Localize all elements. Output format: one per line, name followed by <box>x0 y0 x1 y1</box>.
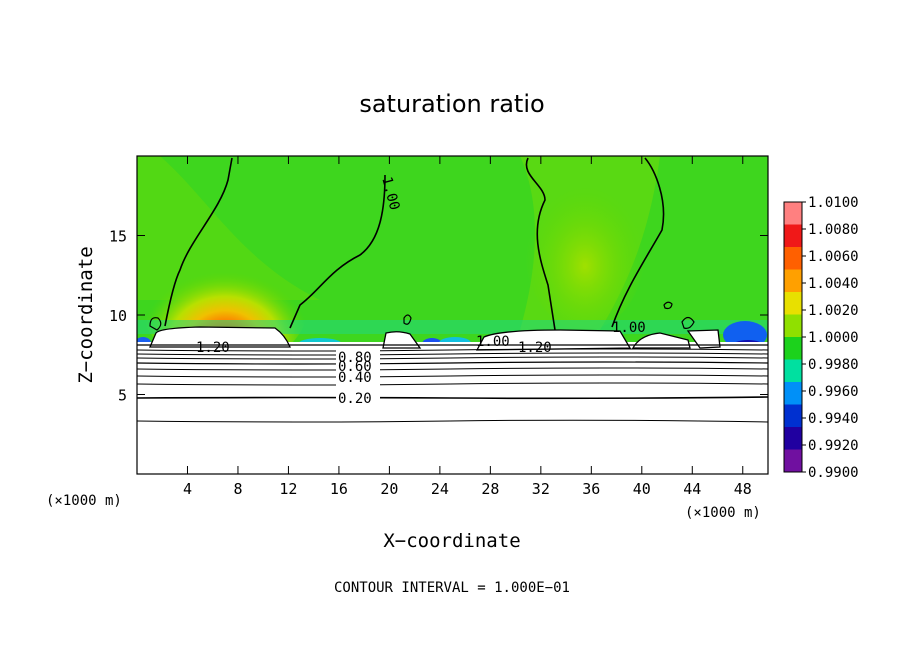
contour-label: 0.80 <box>338 350 372 366</box>
contour-label: 0.60 <box>338 359 372 375</box>
y-tick-label: 15 <box>109 228 127 246</box>
colorbar-label: 1.0080 <box>808 222 859 238</box>
x-tick-label: 28 <box>481 480 499 498</box>
colorbar-swatch <box>784 247 802 270</box>
colorbar-label: 0.9960 <box>808 384 859 400</box>
contour-label: 1.20 <box>518 340 552 356</box>
colorbar-label: 1.0100 <box>808 195 859 211</box>
y-axis-label: Z−coordinate <box>75 246 97 383</box>
x-tick-label: 40 <box>633 480 651 498</box>
x-unit-left: (×1000 m) <box>46 493 122 509</box>
x-axis-label: X−coordinate <box>383 530 520 552</box>
x-tick-label: 20 <box>380 480 398 498</box>
x-tick-label: 32 <box>532 480 550 498</box>
colorbar-swatch <box>784 224 802 248</box>
colorbar-swatch <box>784 382 802 405</box>
colorbar: 1.0100 1.0080 1.0060 1.0040 1.0020 1.0000 0.99… <box>783 195 859 481</box>
colorbar-swatch <box>784 337 802 360</box>
contour-label: 1.20 <box>196 340 230 356</box>
colorbar-label: 1.0020 <box>808 303 859 319</box>
contour-interval-note: CONTOUR INTERVAL = 1.000E−01 <box>334 580 570 596</box>
x-tick-label: 44 <box>683 480 701 498</box>
x-tick-label: 36 <box>582 480 600 498</box>
x-tick-label: 48 <box>734 480 752 498</box>
colorbar-swatch <box>784 359 802 383</box>
colorbar-label: 0.9920 <box>808 438 859 454</box>
y-axis: 5 10 15 <box>109 228 768 405</box>
cloud-regions <box>149 326 721 351</box>
y-tick-label: 5 <box>118 387 127 405</box>
contour-lines <box>137 157 768 423</box>
warm-region-right <box>525 170 645 330</box>
x-tick-label: 16 <box>330 480 348 498</box>
colorbar-swatch <box>784 427 802 450</box>
colorbar-swatch <box>784 449 802 473</box>
contour-label: 0.40 <box>338 370 372 386</box>
contour-label: 1.00 <box>476 334 510 350</box>
colorbar-swatch <box>784 404 802 428</box>
contour-label: 1.00 <box>612 320 646 336</box>
colorbar-swatch <box>784 202 802 225</box>
y-tick-label: 10 <box>109 307 127 325</box>
x-tick-label: 24 <box>431 480 449 498</box>
colorbar-swatch <box>784 314 802 338</box>
colorbar-label: 0.9900 <box>808 465 859 481</box>
colorbar-swatch <box>784 269 802 293</box>
colorbar-swatch <box>784 292 802 315</box>
colorbar-label: 1.0040 <box>808 276 859 292</box>
colorbar-label: 0.9980 <box>808 357 859 373</box>
colorbar-label: 0.9940 <box>808 411 859 427</box>
x-tick-label: 4 <box>183 480 192 498</box>
colorbar-label: 1.0000 <box>808 330 859 346</box>
contour-label: 0.20 <box>338 391 372 407</box>
plot-area: 1.20 1.20 1.00 1.00 1.00 0.80 0.60 0.40 … <box>137 156 768 474</box>
chart-title: saturation ratio <box>359 90 544 118</box>
label-mask <box>336 350 380 400</box>
contour-labels: 1.20 1.20 1.00 1.00 1.00 0.80 0.60 0.40 … <box>196 175 646 407</box>
x-axis: 4 8 12 16 20 24 28 32 36 40 44 48 <box>183 156 752 498</box>
x-tick-label: 8 <box>233 480 242 498</box>
x-unit-right: (×1000 m) <box>685 505 761 521</box>
colorbar-label: 1.0060 <box>808 249 859 265</box>
x-tick-label: 12 <box>279 480 297 498</box>
